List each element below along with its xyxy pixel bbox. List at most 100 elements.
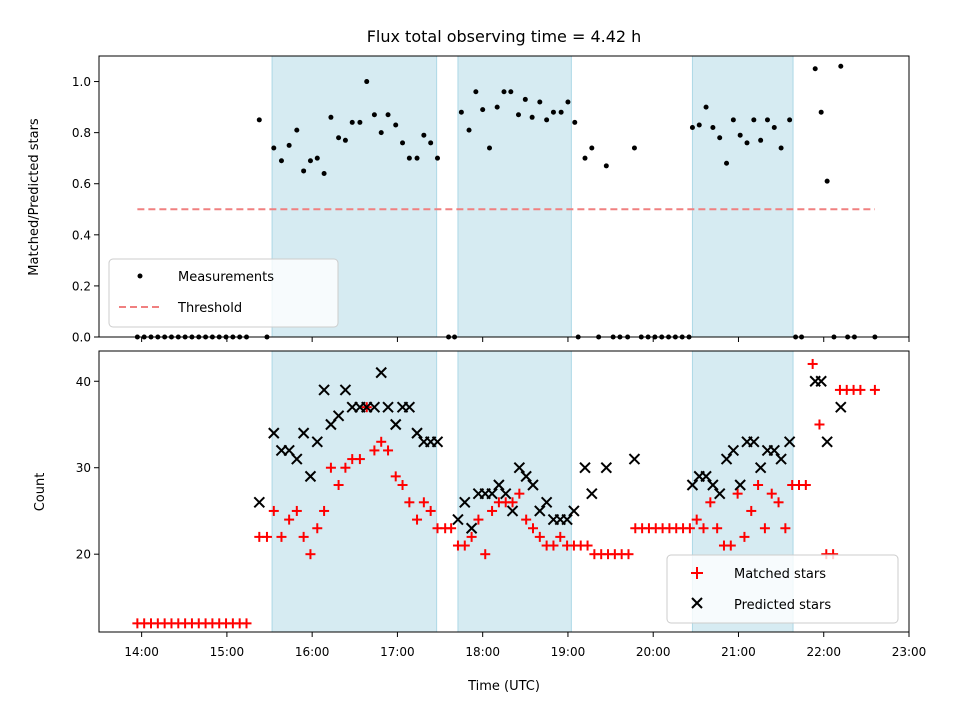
x-stroke-2 [268, 427, 280, 439]
matched-star-point [325, 462, 336, 473]
matched-star-point [753, 480, 764, 491]
matched-star-point [276, 531, 287, 542]
bottom-ytick-label: 30 [76, 461, 91, 475]
x-stroke-2 [783, 436, 796, 448]
measurement-point [400, 140, 406, 146]
predicted-star-point [318, 384, 330, 396]
x-stroke-2 [253, 496, 266, 509]
measurement-point [689, 125, 695, 131]
x-stroke-2 [734, 479, 746, 491]
predicted-star-point [579, 462, 591, 474]
x-stroke-2 [332, 410, 345, 422]
x-stroke-2 [403, 401, 416, 413]
matched-star-point [319, 505, 330, 516]
measurement-point [558, 109, 564, 115]
predicted-stars-series [253, 366, 847, 534]
x-stroke-2 [534, 505, 546, 517]
xtick-label: 21:00 [721, 645, 756, 659]
top-ytick-label: 0.2 [72, 279, 91, 293]
measurement-point [515, 112, 521, 118]
matched-star-point [807, 358, 818, 369]
x-stroke-2 [586, 487, 598, 500]
x-stroke-2 [720, 453, 733, 465]
matched-star-point [340, 462, 351, 473]
measurement-point [565, 99, 571, 105]
matched-star-point [746, 505, 757, 516]
measurement-point [537, 99, 543, 105]
predicted-star-point [527, 479, 539, 491]
matched-star-point [759, 523, 770, 534]
matched-star-point [354, 454, 365, 465]
x-stroke-2 [382, 401, 394, 413]
predicted-star-point [707, 479, 719, 491]
measurement-point [378, 130, 384, 136]
x-stroke-2 [714, 487, 726, 500]
measurement-point [278, 158, 284, 164]
measurement-point [458, 109, 464, 115]
predicted-star-point [568, 505, 580, 517]
bottom-x-ticks: 14:00 15:00 16:00 17:00 18:00 19:00 20:00 21:00… [124, 632, 926, 659]
matched-star-point [369, 445, 380, 456]
top-shaded-intervals [271, 55, 794, 338]
measurement-point [603, 163, 609, 169]
top-y-axis-label: Matched/Predicted stars [27, 118, 42, 276]
top-legend: Measurements Threshold [108, 258, 339, 328]
measurement-point [778, 145, 784, 151]
x-stroke-2 [700, 470, 712, 483]
matched-star-point [534, 531, 545, 542]
predicted-star-point [452, 513, 464, 526]
matched-star-point [487, 505, 498, 516]
measurement-point [434, 155, 440, 161]
xtick-label: 15:00 [210, 645, 245, 659]
top-axes-frame [98, 55, 910, 338]
predicted-star-point [493, 479, 505, 491]
matched-star-point [869, 384, 880, 395]
predicted-star-point [431, 436, 444, 448]
measurement-point [824, 178, 830, 184]
measurement-point [717, 135, 723, 141]
x-stroke-2 [579, 462, 591, 474]
matched-star-point [284, 514, 295, 525]
x-stroke-2 [431, 436, 444, 448]
x-stroke-2 [506, 505, 519, 517]
measurement-point [744, 140, 750, 146]
top-ytick-label: 0.8 [72, 126, 91, 140]
predicted-star-point [465, 522, 478, 534]
matched-star-point [766, 488, 777, 499]
measurement-point [421, 132, 427, 138]
x-stroke-2 [628, 453, 641, 465]
shaded-interval-1 [271, 350, 438, 633]
x-stroke-2 [527, 479, 539, 491]
matched-star-point [623, 549, 634, 560]
bottom-legend: Matched stars Predicted stars [666, 554, 899, 624]
predicted-star-point [768, 444, 780, 457]
measurement-point [572, 119, 578, 125]
x-stroke-2 [775, 453, 787, 465]
legend-threshold-label: Threshold [177, 301, 242, 316]
top-x-ticks [141, 337, 910, 342]
measurement-point [307, 158, 313, 164]
predicted-star-point [304, 470, 317, 483]
top-ytick-label: 1.0 [72, 75, 91, 89]
bottom-axes-frame [98, 350, 910, 633]
measurement-point [764, 117, 770, 123]
measurement-point [550, 109, 556, 115]
measurement-point [812, 66, 818, 72]
measurement-point [286, 142, 292, 148]
matched-star-point [291, 505, 302, 516]
matched-star-point [521, 514, 532, 525]
predicted-star-point [628, 453, 641, 465]
predicted-star-point [835, 401, 847, 413]
x-stroke-2 [540, 496, 553, 509]
xtick-label: 16:00 [295, 645, 330, 659]
bottom-y-axis-label: Count [33, 473, 48, 512]
matched-star-point [397, 480, 408, 491]
predicted-star-point [506, 505, 519, 517]
matched-star-point [855, 384, 866, 395]
predicted-star-point [459, 496, 471, 509]
x-stroke-2 [493, 479, 505, 491]
measurement-point [751, 117, 757, 123]
measurement-point [385, 112, 391, 118]
measurement-point [582, 155, 588, 161]
